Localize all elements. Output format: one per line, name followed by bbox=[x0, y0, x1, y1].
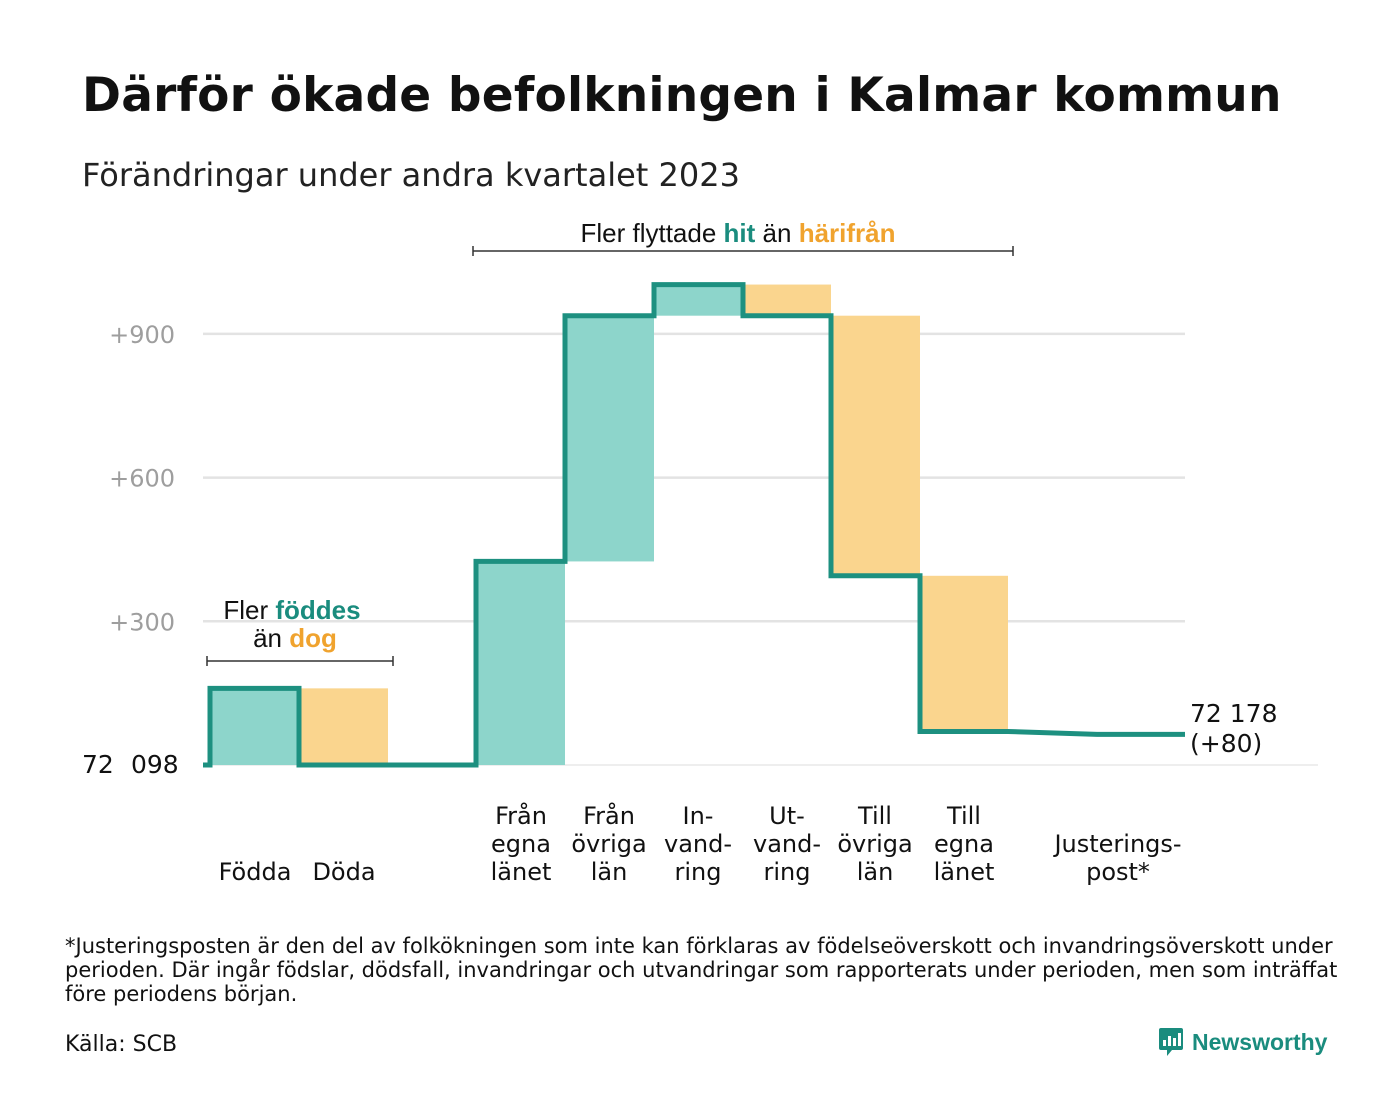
x-category-label: länet bbox=[491, 858, 552, 886]
waterfall-bar bbox=[831, 315, 920, 576]
bar-chart-speech-bubble-icon bbox=[1159, 1028, 1183, 1056]
waterfall-bar bbox=[210, 688, 299, 765]
x-category-label: länet bbox=[934, 858, 995, 886]
x-category-label: Döda bbox=[312, 858, 375, 886]
x-category-label: Födda bbox=[219, 858, 292, 886]
start-value-label: 72 bbox=[82, 750, 114, 779]
x-category-label: ring bbox=[764, 858, 811, 886]
x-category-label: övriga bbox=[837, 830, 912, 858]
x-category-label: län bbox=[591, 858, 628, 886]
x-category-label: Justerings- bbox=[1052, 830, 1181, 858]
waterfall-bar bbox=[920, 575, 1008, 732]
footnote: *Justeringsposten är den del av folkökni… bbox=[65, 934, 1338, 1006]
waterfall-chart: +900+600+300 Födda DödaFrånegnalänetFrånö… bbox=[82, 218, 1318, 886]
x-category-label: Från bbox=[583, 801, 635, 830]
end-value-label: 72 178 bbox=[1190, 699, 1277, 728]
x-category-label: Från bbox=[495, 801, 547, 830]
x-category-label: egna bbox=[491, 830, 551, 858]
x-category-label: post* bbox=[1086, 858, 1150, 886]
x-category-label: ring bbox=[675, 858, 722, 886]
brand-name: Newsworthy bbox=[1192, 1028, 1328, 1055]
bars-layer bbox=[210, 284, 1008, 765]
step-line bbox=[203, 282, 1185, 768]
y-tick-label: +900 bbox=[109, 321, 175, 349]
start-value-label: 098 bbox=[131, 750, 179, 779]
waterfall-bar bbox=[565, 315, 654, 562]
y-tick-label: +300 bbox=[109, 608, 175, 636]
step-line-layer bbox=[203, 282, 1185, 768]
end-change-label: (+80) bbox=[1190, 729, 1262, 758]
waterfall-bar bbox=[654, 284, 743, 316]
waterfall-bar bbox=[299, 688, 388, 765]
x-category-label: Till bbox=[946, 802, 981, 830]
x-category-label: län bbox=[857, 858, 894, 886]
migration-annotation: Fler flyttade hit än härifrån bbox=[580, 218, 895, 248]
chart-subtitle: Förändringar under andra kvartalet 2023 bbox=[82, 156, 740, 194]
chart-title: Därför ökade befolkningen i Kalmar kommu… bbox=[82, 68, 1282, 123]
labels-layer: Födda DödaFrånegnalänetFrånövrigalänIn-va… bbox=[82, 699, 1277, 886]
x-category-label: vand- bbox=[664, 830, 732, 858]
x-category-label: övriga bbox=[571, 830, 646, 858]
x-category-label: In- bbox=[683, 802, 714, 830]
x-category-label: egna bbox=[934, 830, 994, 858]
waterfall-bar bbox=[743, 284, 831, 316]
waterfall-bar bbox=[476, 561, 565, 765]
brand-logo: Newsworthy bbox=[1158, 1026, 1327, 1058]
births-annotation-line1: Fler föddes bbox=[223, 595, 360, 625]
x-category-label: Till bbox=[857, 802, 892, 830]
x-category-label: vand- bbox=[753, 830, 821, 858]
births-annotation-line2: än dog bbox=[253, 623, 337, 653]
source-label: Källa: SCB bbox=[65, 1032, 178, 1057]
y-tick-label: +600 bbox=[109, 465, 175, 493]
x-category-label: Ut- bbox=[769, 802, 805, 830]
